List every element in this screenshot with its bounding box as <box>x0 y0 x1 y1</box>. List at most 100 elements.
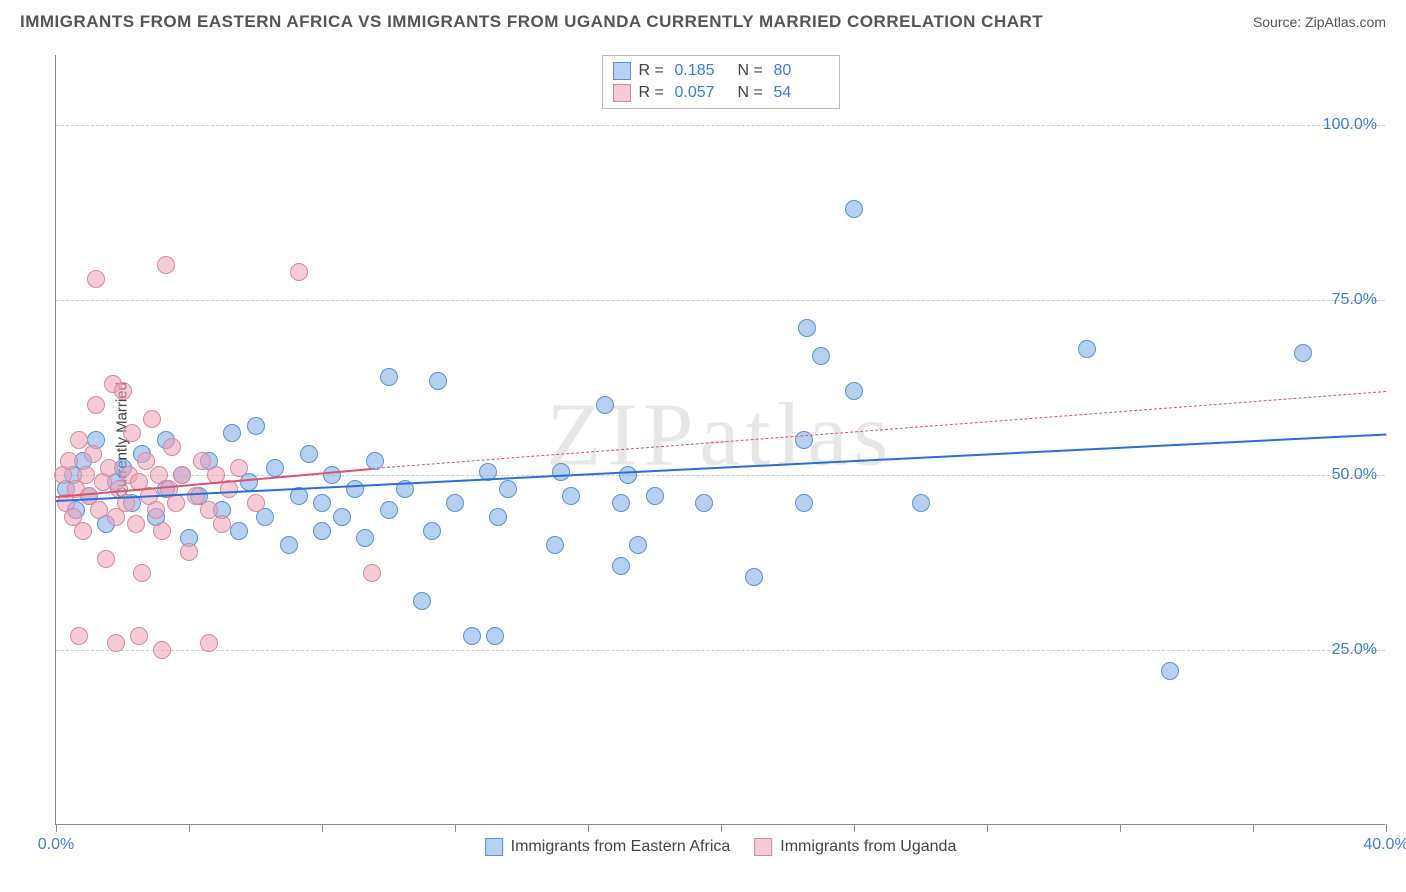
data-point <box>247 417 265 435</box>
data-point <box>90 501 108 519</box>
data-point <box>745 568 763 586</box>
n-label: N = <box>738 84 766 102</box>
data-point <box>290 263 308 281</box>
x-tick-label: 0.0% <box>38 836 74 854</box>
scatter-plot: Currently Married ZIPatlas R =0.185N =80… <box>55 55 1385 825</box>
data-point <box>695 494 713 512</box>
data-point <box>230 522 248 540</box>
data-point <box>280 536 298 554</box>
gridline <box>56 125 1385 126</box>
legend-swatch <box>613 62 631 80</box>
x-tick <box>987 824 988 832</box>
data-point <box>213 515 231 533</box>
r-label: R = <box>639 84 667 102</box>
data-point <box>446 494 464 512</box>
data-point <box>130 627 148 645</box>
data-point <box>87 396 105 414</box>
data-point <box>546 536 564 554</box>
x-tick <box>854 824 855 832</box>
x-tick <box>1253 824 1254 832</box>
x-tick <box>189 824 190 832</box>
data-point <box>266 459 284 477</box>
data-point <box>612 557 630 575</box>
y-tick-label: 25.0% <box>1332 641 1377 659</box>
data-point <box>97 550 115 568</box>
x-tick <box>56 824 57 832</box>
chart-title: IMMIGRANTS FROM EASTERN AFRICA VS IMMIGR… <box>20 12 1043 32</box>
data-point <box>413 592 431 610</box>
data-point <box>127 515 145 533</box>
data-point <box>463 627 481 645</box>
legend-item: Immigrants from Eastern Africa <box>485 838 731 856</box>
y-tick-label: 75.0% <box>1332 291 1377 309</box>
r-label: R = <box>639 62 667 80</box>
data-point <box>247 494 265 512</box>
gridline <box>56 650 1385 651</box>
x-tick <box>455 824 456 832</box>
title-bar: IMMIGRANTS FROM EASTERN AFRICA VS IMMIGR… <box>20 12 1386 32</box>
data-point <box>499 480 517 498</box>
x-tick <box>1120 824 1121 832</box>
data-point <box>380 368 398 386</box>
regression-line <box>56 433 1386 501</box>
regression-line <box>372 391 1386 469</box>
x-tick <box>721 824 722 832</box>
data-point <box>629 536 647 554</box>
data-point <box>167 494 185 512</box>
data-point <box>562 487 580 505</box>
data-point <box>157 256 175 274</box>
data-point <box>77 466 95 484</box>
data-point <box>596 396 614 414</box>
data-point <box>143 410 161 428</box>
y-tick-label: 50.0% <box>1332 466 1377 484</box>
correlation-row: R = 0.185 N = 80 <box>613 60 829 82</box>
source-label: Source: ZipAtlas.com <box>1253 14 1386 30</box>
data-point <box>87 270 105 288</box>
data-point <box>153 522 171 540</box>
y-tick-label: 100.0% <box>1323 116 1377 134</box>
data-point <box>60 452 78 470</box>
data-point <box>153 641 171 659</box>
correlation-legend: R = 0.185 N = 80 R = 0.057 N = 54 <box>602 55 840 109</box>
legend-swatch <box>485 838 503 856</box>
data-point <box>114 382 132 400</box>
gridline <box>56 300 1385 301</box>
correlation-row: R = 0.057 N = 54 <box>613 82 829 104</box>
data-point <box>100 459 118 477</box>
n-value: 54 <box>774 84 829 102</box>
legend-swatch <box>754 838 772 856</box>
data-point <box>845 200 863 218</box>
legend-swatch <box>613 84 631 102</box>
data-point <box>1294 344 1312 362</box>
data-point <box>363 564 381 582</box>
data-point <box>1161 662 1179 680</box>
data-point <box>313 494 331 512</box>
n-label: N = <box>738 62 766 80</box>
r-value: 0.185 <box>675 62 730 80</box>
data-point <box>333 508 351 526</box>
r-value: 0.057 <box>675 84 730 102</box>
data-point <box>912 494 930 512</box>
data-point <box>380 501 398 519</box>
data-point <box>486 627 504 645</box>
data-point <box>173 466 191 484</box>
data-point <box>200 634 218 652</box>
data-point <box>356 529 374 547</box>
data-point <box>489 508 507 526</box>
data-point <box>795 494 813 512</box>
data-point <box>323 466 341 484</box>
legend-label: Immigrants from Uganda <box>780 838 956 856</box>
data-point <box>313 522 331 540</box>
data-point <box>845 382 863 400</box>
data-point <box>346 480 364 498</box>
x-tick-label: 40.0% <box>1363 836 1406 854</box>
data-point <box>798 319 816 337</box>
data-point <box>180 543 198 561</box>
data-point <box>123 424 141 442</box>
data-point <box>74 522 92 540</box>
n-value: 80 <box>774 62 829 80</box>
data-point <box>812 347 830 365</box>
legend-label: Immigrants from Eastern Africa <box>511 838 731 856</box>
data-point <box>429 372 447 390</box>
data-point <box>619 466 637 484</box>
